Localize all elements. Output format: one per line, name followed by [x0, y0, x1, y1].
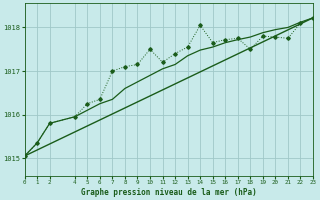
X-axis label: Graphe pression niveau de la mer (hPa): Graphe pression niveau de la mer (hPa): [81, 188, 257, 197]
